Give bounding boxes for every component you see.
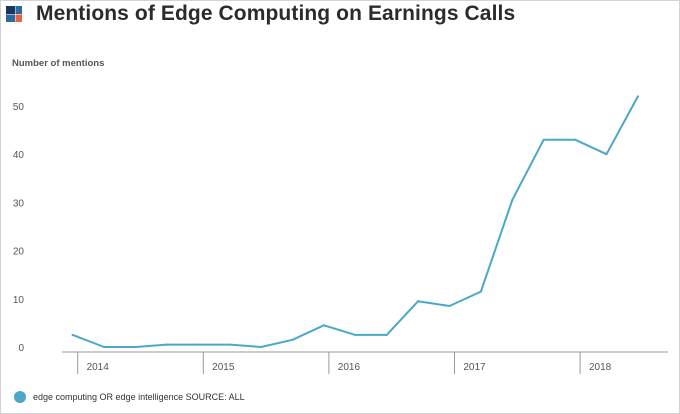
y-tick-label: 10: [13, 295, 25, 306]
data-point: [605, 153, 608, 156]
series-line: [71, 95, 639, 348]
data-point: [228, 343, 231, 346]
logo-block-top-right: [15, 6, 22, 14]
series-layer: [71, 95, 639, 348]
legend-swatch: [14, 391, 26, 403]
legend[interactable]: edge computing OR edge intelligence SOUR…: [14, 390, 245, 404]
x-tick-label: 2018: [589, 362, 612, 373]
y-axis-label: Number of mentions: [12, 58, 105, 69]
y-tick-label: 30: [13, 198, 25, 209]
data-point: [197, 343, 200, 346]
data-point: [574, 138, 577, 141]
logo-block-bottom-right: [15, 14, 22, 22]
logo-block-bottom-left: [6, 14, 15, 22]
y-tick-label: 0: [18, 343, 24, 354]
x-tick-label: 2017: [463, 362, 486, 373]
x-tick-label: 2016: [338, 362, 361, 373]
data-point: [636, 95, 639, 98]
y-tick-label: 40: [13, 150, 25, 161]
y-tick-label: 20: [13, 247, 25, 258]
x-tick-label: 2015: [212, 362, 235, 373]
x-axis: 2014 2015 2016 2017 2018: [62, 351, 668, 374]
data-point: [134, 346, 137, 348]
logo-block-top-left: [6, 6, 15, 14]
data-point: [542, 138, 545, 141]
data-point: [291, 338, 294, 341]
y-axis: 0 10 20 30 40 50: [13, 102, 25, 354]
data-point: [354, 333, 357, 336]
data-point: [165, 343, 168, 346]
data-point: [260, 346, 263, 348]
data-point: [511, 198, 514, 201]
data-point: [103, 346, 106, 348]
data-point: [385, 333, 388, 336]
data-point: [71, 333, 74, 336]
x-tick-label: 2014: [87, 362, 110, 373]
chart-title: Mentions of Edge Computing on Earnings C…: [36, 2, 516, 25]
data-point: [417, 300, 420, 303]
brand-logo-icon: [6, 6, 22, 22]
data-point: [479, 290, 482, 293]
data-point: [448, 305, 451, 308]
y-tick-label: 50: [13, 102, 25, 113]
data-point: [322, 324, 325, 327]
legend-label: edge computing OR edge intelligence SOUR…: [33, 392, 245, 402]
